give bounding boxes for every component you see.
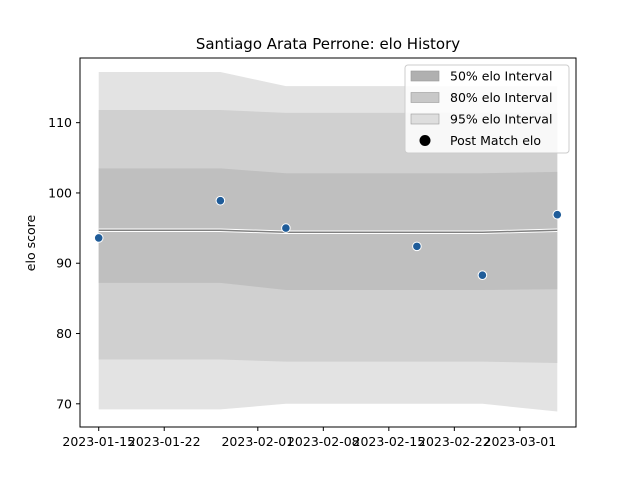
x-tick-label: 2023-01-22: [128, 434, 201, 449]
legend: 50% elo Interval 80% elo Interval 95% elo …: [404, 64, 570, 154]
post-match-point: [412, 241, 422, 252]
legend-label: Post Match elo: [450, 133, 541, 148]
legend-marker: [419, 135, 431, 146]
chart-title: Santiago Arata Perrone: elo History: [196, 35, 460, 53]
interval-bands: [98, 72, 558, 412]
y-tick-label: 70: [56, 396, 72, 411]
legend-box: [404, 64, 570, 154]
post-match-point: [552, 209, 563, 220]
x-tick-label: 2023-02-15: [353, 434, 426, 449]
legend-label: 80% elo Interval: [450, 90, 552, 105]
post-match-points: [93, 195, 563, 280]
y-tick-label: 90: [56, 256, 72, 271]
post-match-point: [93, 233, 104, 243]
legend-swatch: [410, 70, 440, 82]
mean-line-layer: [98, 228, 558, 235]
x-tick-label: 2023-02-01: [221, 434, 294, 449]
y-tick-label: 110: [48, 115, 72, 130]
post-match-point: [281, 223, 291, 233]
y-axis-ticks: 70 80 90 100 110: [48, 115, 80, 411]
x-tick-label: 2023-01-15: [62, 434, 135, 449]
mean-line: [98, 229, 558, 234]
legend-label: 95% elo Interval: [450, 112, 552, 127]
x-tick-label: 2023-02-22: [418, 434, 491, 449]
post-match-point: [215, 195, 226, 206]
legend-label: 50% elo Interval: [450, 69, 552, 84]
x-tick-label: 2023-03-01: [484, 434, 557, 449]
x-tick-label: 2023-02-08: [287, 434, 360, 449]
y-tick-label: 80: [56, 326, 72, 341]
legend-swatch: [410, 113, 440, 125]
y-tick-label: 100: [48, 185, 72, 200]
axes-frame: [79, 57, 577, 428]
y-axis-label: elo score: [23, 215, 38, 272]
legend-swatch: [410, 92, 440, 103]
post-match-point: [477, 270, 488, 280]
band-50-percent: [98, 168, 558, 290]
